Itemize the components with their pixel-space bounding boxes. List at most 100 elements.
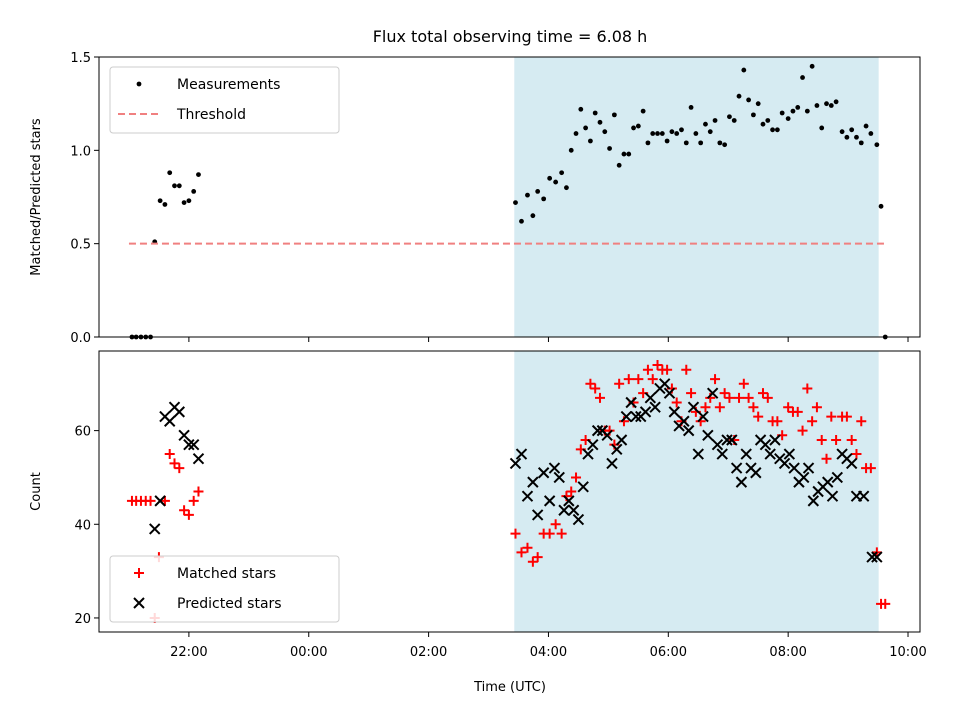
data-point	[802, 462, 815, 474]
data-point	[509, 457, 522, 470]
data-point	[743, 392, 754, 403]
data-point	[797, 425, 808, 436]
data-point	[753, 411, 764, 422]
data-point	[868, 131, 874, 136]
data-point	[816, 434, 827, 445]
data-point	[822, 476, 834, 488]
data-point	[710, 374, 721, 385]
data-point	[681, 364, 692, 375]
data-point	[719, 388, 730, 399]
data-point	[164, 415, 176, 427]
data-point	[682, 424, 695, 437]
data-point	[527, 556, 538, 567]
data-point	[623, 374, 634, 385]
data-point	[559, 170, 565, 176]
data-point	[824, 101, 829, 107]
data-point	[602, 129, 608, 135]
data-point	[798, 471, 810, 484]
data-point	[726, 434, 738, 446]
y-tick-label: 60	[74, 425, 91, 440]
data-point	[172, 183, 177, 189]
data-point	[712, 118, 718, 123]
data-point	[844, 134, 850, 140]
data-point	[631, 125, 636, 131]
x-tick-label: 06:00	[650, 645, 687, 660]
data-point	[169, 458, 180, 469]
data-point	[679, 127, 684, 133]
data-point	[583, 125, 589, 131]
data-point	[831, 434, 842, 445]
y-tick-label: 1.5	[70, 51, 91, 66]
data-point	[553, 471, 565, 484]
legend-label: Predicted stars	[177, 596, 282, 612]
data-point	[716, 448, 728, 460]
y-tick-label: 0.0	[70, 331, 91, 346]
data-point	[566, 486, 577, 497]
y-axis-label: Count	[29, 472, 44, 511]
x-axis-label: Time (UTC)	[473, 680, 546, 695]
data-point	[614, 378, 625, 389]
data-point	[814, 103, 820, 108]
data-point	[828, 103, 834, 108]
data-point	[755, 101, 761, 107]
data-point	[807, 495, 820, 507]
data-point	[563, 495, 575, 507]
data-point	[588, 138, 593, 144]
data-point	[764, 448, 776, 460]
y-tick-label: 0.5	[70, 238, 91, 253]
data-point	[183, 509, 194, 520]
data-point	[178, 429, 190, 442]
legend: Measurements Threshold	[109, 66, 340, 134]
data-point	[615, 434, 628, 446]
data-point	[650, 131, 656, 136]
data-point	[833, 99, 839, 105]
data-point	[567, 504, 580, 516]
data-point	[663, 387, 676, 399]
data-point	[159, 495, 170, 506]
data-point	[154, 495, 166, 507]
data-point	[191, 189, 197, 194]
data-point	[671, 397, 682, 408]
data-point	[826, 490, 839, 502]
data-point	[525, 192, 530, 198]
data-point	[765, 118, 771, 123]
data-point	[686, 388, 697, 399]
data-point	[516, 547, 527, 558]
data-point	[736, 93, 742, 99]
data-point	[659, 378, 671, 390]
legend-label: Matched stars	[177, 566, 276, 582]
data-point	[692, 448, 704, 460]
data-point	[727, 114, 732, 120]
data-point	[537, 467, 550, 479]
data-point	[779, 110, 785, 116]
data-point	[819, 125, 825, 131]
data-point	[738, 378, 749, 389]
data-point	[522, 542, 533, 553]
x-tick-label: 08:00	[769, 645, 806, 660]
data-point	[630, 410, 642, 423]
data-point	[783, 402, 794, 413]
data-point	[573, 131, 579, 136]
data-point	[778, 457, 791, 470]
data-point	[807, 416, 818, 427]
data-point	[515, 448, 528, 460]
data-point	[774, 127, 780, 133]
data-point	[611, 443, 623, 456]
data-point	[703, 121, 708, 127]
x-tick-label: 04:00	[530, 645, 567, 660]
data-point	[711, 438, 724, 451]
data-point	[809, 63, 815, 69]
data-point	[591, 424, 604, 437]
data-point	[521, 490, 534, 502]
data-point	[788, 462, 800, 474]
data-point	[750, 467, 762, 479]
data-point	[145, 495, 156, 506]
data-point	[550, 519, 561, 530]
data-point	[717, 140, 723, 146]
x-tick-label: 10:00	[889, 645, 926, 660]
data-point	[702, 429, 714, 442]
x-tick-label: 02:00	[410, 645, 447, 660]
data-point	[173, 406, 186, 418]
data-point	[762, 392, 773, 403]
data-point	[795, 105, 801, 110]
